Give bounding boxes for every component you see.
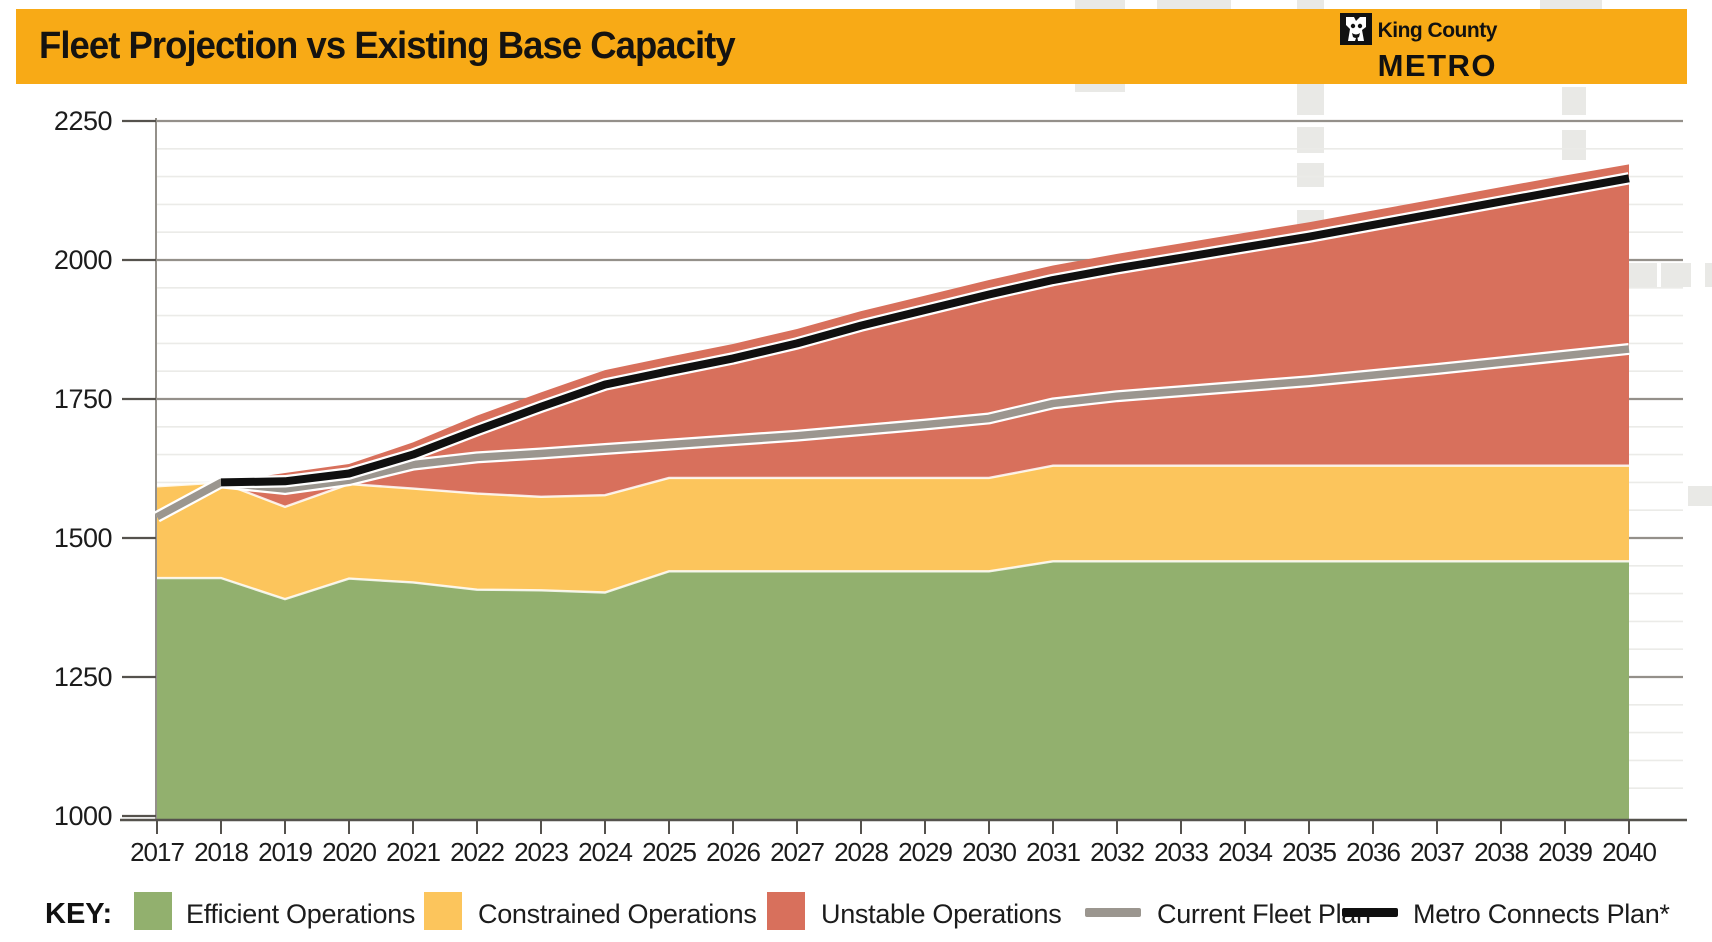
legend-label-constrained: Constrained Operations: [478, 899, 757, 929]
legend-swatch-unstable: [767, 892, 805, 930]
legend-key-label: KEY:: [45, 898, 113, 930]
x-axis-tick-label: 2030: [962, 837, 1016, 867]
x-axis-tick-label: 2040: [1602, 837, 1656, 867]
watermark-block: [1688, 486, 1712, 506]
king-county-logo-icon: [1339, 12, 1372, 49]
watermark-block: [1562, 87, 1586, 115]
legend-swatch-efficient: [134, 892, 172, 930]
x-axis-tick-label: 2025: [642, 837, 696, 867]
chart-legend: KEY: Efficient Operations Constrained Op…: [0, 890, 1712, 942]
x-axis-tick-label: 2028: [834, 837, 888, 867]
watermark-block: [1297, 163, 1324, 187]
x-axis-tick-label: 2023: [514, 837, 568, 867]
watermark-block: [1628, 263, 1657, 287]
x-axis-tick-label: 2018: [194, 837, 248, 867]
legend-label-unstable: Unstable Operations: [821, 899, 1062, 929]
legend-swatch-metro-connects-plan: [1342, 908, 1398, 917]
x-axis-tick-label: 2024: [578, 837, 632, 867]
x-axis-tick-label: 2039: [1538, 837, 1592, 867]
x-axis-tick-label: 2033: [1154, 837, 1208, 867]
logo-brand-text: METRO: [1377, 47, 1497, 83]
x-axis-tick-label: 2026: [706, 837, 760, 867]
king-county-metro-logo: King County METRO: [1339, 12, 1498, 83]
x-axis-tick-label: 2021: [386, 837, 440, 867]
watermark-block: [1157, 0, 1231, 9]
x-axis-tick-label: 2022: [450, 837, 504, 867]
page-title: Fleet Projection vs Existing Base Capaci…: [39, 25, 736, 67]
x-axis-tick-label: 2017: [130, 837, 184, 867]
y-axis-tick-label: 1750: [54, 384, 112, 414]
legend-label-current-fleet-plan: Current Fleet Plan: [1157, 899, 1371, 929]
x-axis-tick-label: 2037: [1410, 837, 1464, 867]
y-axis-tick-label: 2250: [54, 106, 112, 136]
watermark-block: [1661, 263, 1691, 287]
logo-county-text: King County: [1377, 19, 1498, 42]
title-banner: Fleet Projection vs Existing Base Capaci…: [16, 9, 1687, 84]
x-axis-tick-label: 2036: [1346, 837, 1400, 867]
x-axis-tick-label: 2034: [1218, 837, 1272, 867]
watermark-block: [1562, 130, 1586, 160]
watermark-block: [1540, 0, 1602, 9]
x-axis-tick-label: 2032: [1090, 837, 1144, 867]
legend-label-efficient: Efficient Operations: [186, 899, 416, 929]
legend-label-metro-connects-plan: Metro Connects Plan*: [1413, 899, 1670, 929]
watermark-block: [1705, 263, 1712, 287]
y-axis-tick-label: 2000: [54, 245, 112, 275]
legend-swatch-constrained: [424, 892, 462, 930]
x-axis-tick-label: 2019: [258, 837, 312, 867]
y-axis-tick-label: 1500: [54, 523, 112, 553]
legend-swatch-current-fleet-plan: [1085, 908, 1141, 917]
x-axis-tick-label: 2031: [1026, 837, 1080, 867]
x-axis-tick-label: 2029: [898, 837, 952, 867]
y-axis-tick-label: 1250: [54, 662, 112, 692]
x-axis-tick-label: 2035: [1282, 837, 1336, 867]
x-axis-tick-label: 2038: [1474, 837, 1528, 867]
y-axis-tick-label: 1000: [54, 801, 112, 831]
x-axis-tick-label: 2020: [322, 837, 376, 867]
x-axis-tick-label: 2027: [770, 837, 824, 867]
